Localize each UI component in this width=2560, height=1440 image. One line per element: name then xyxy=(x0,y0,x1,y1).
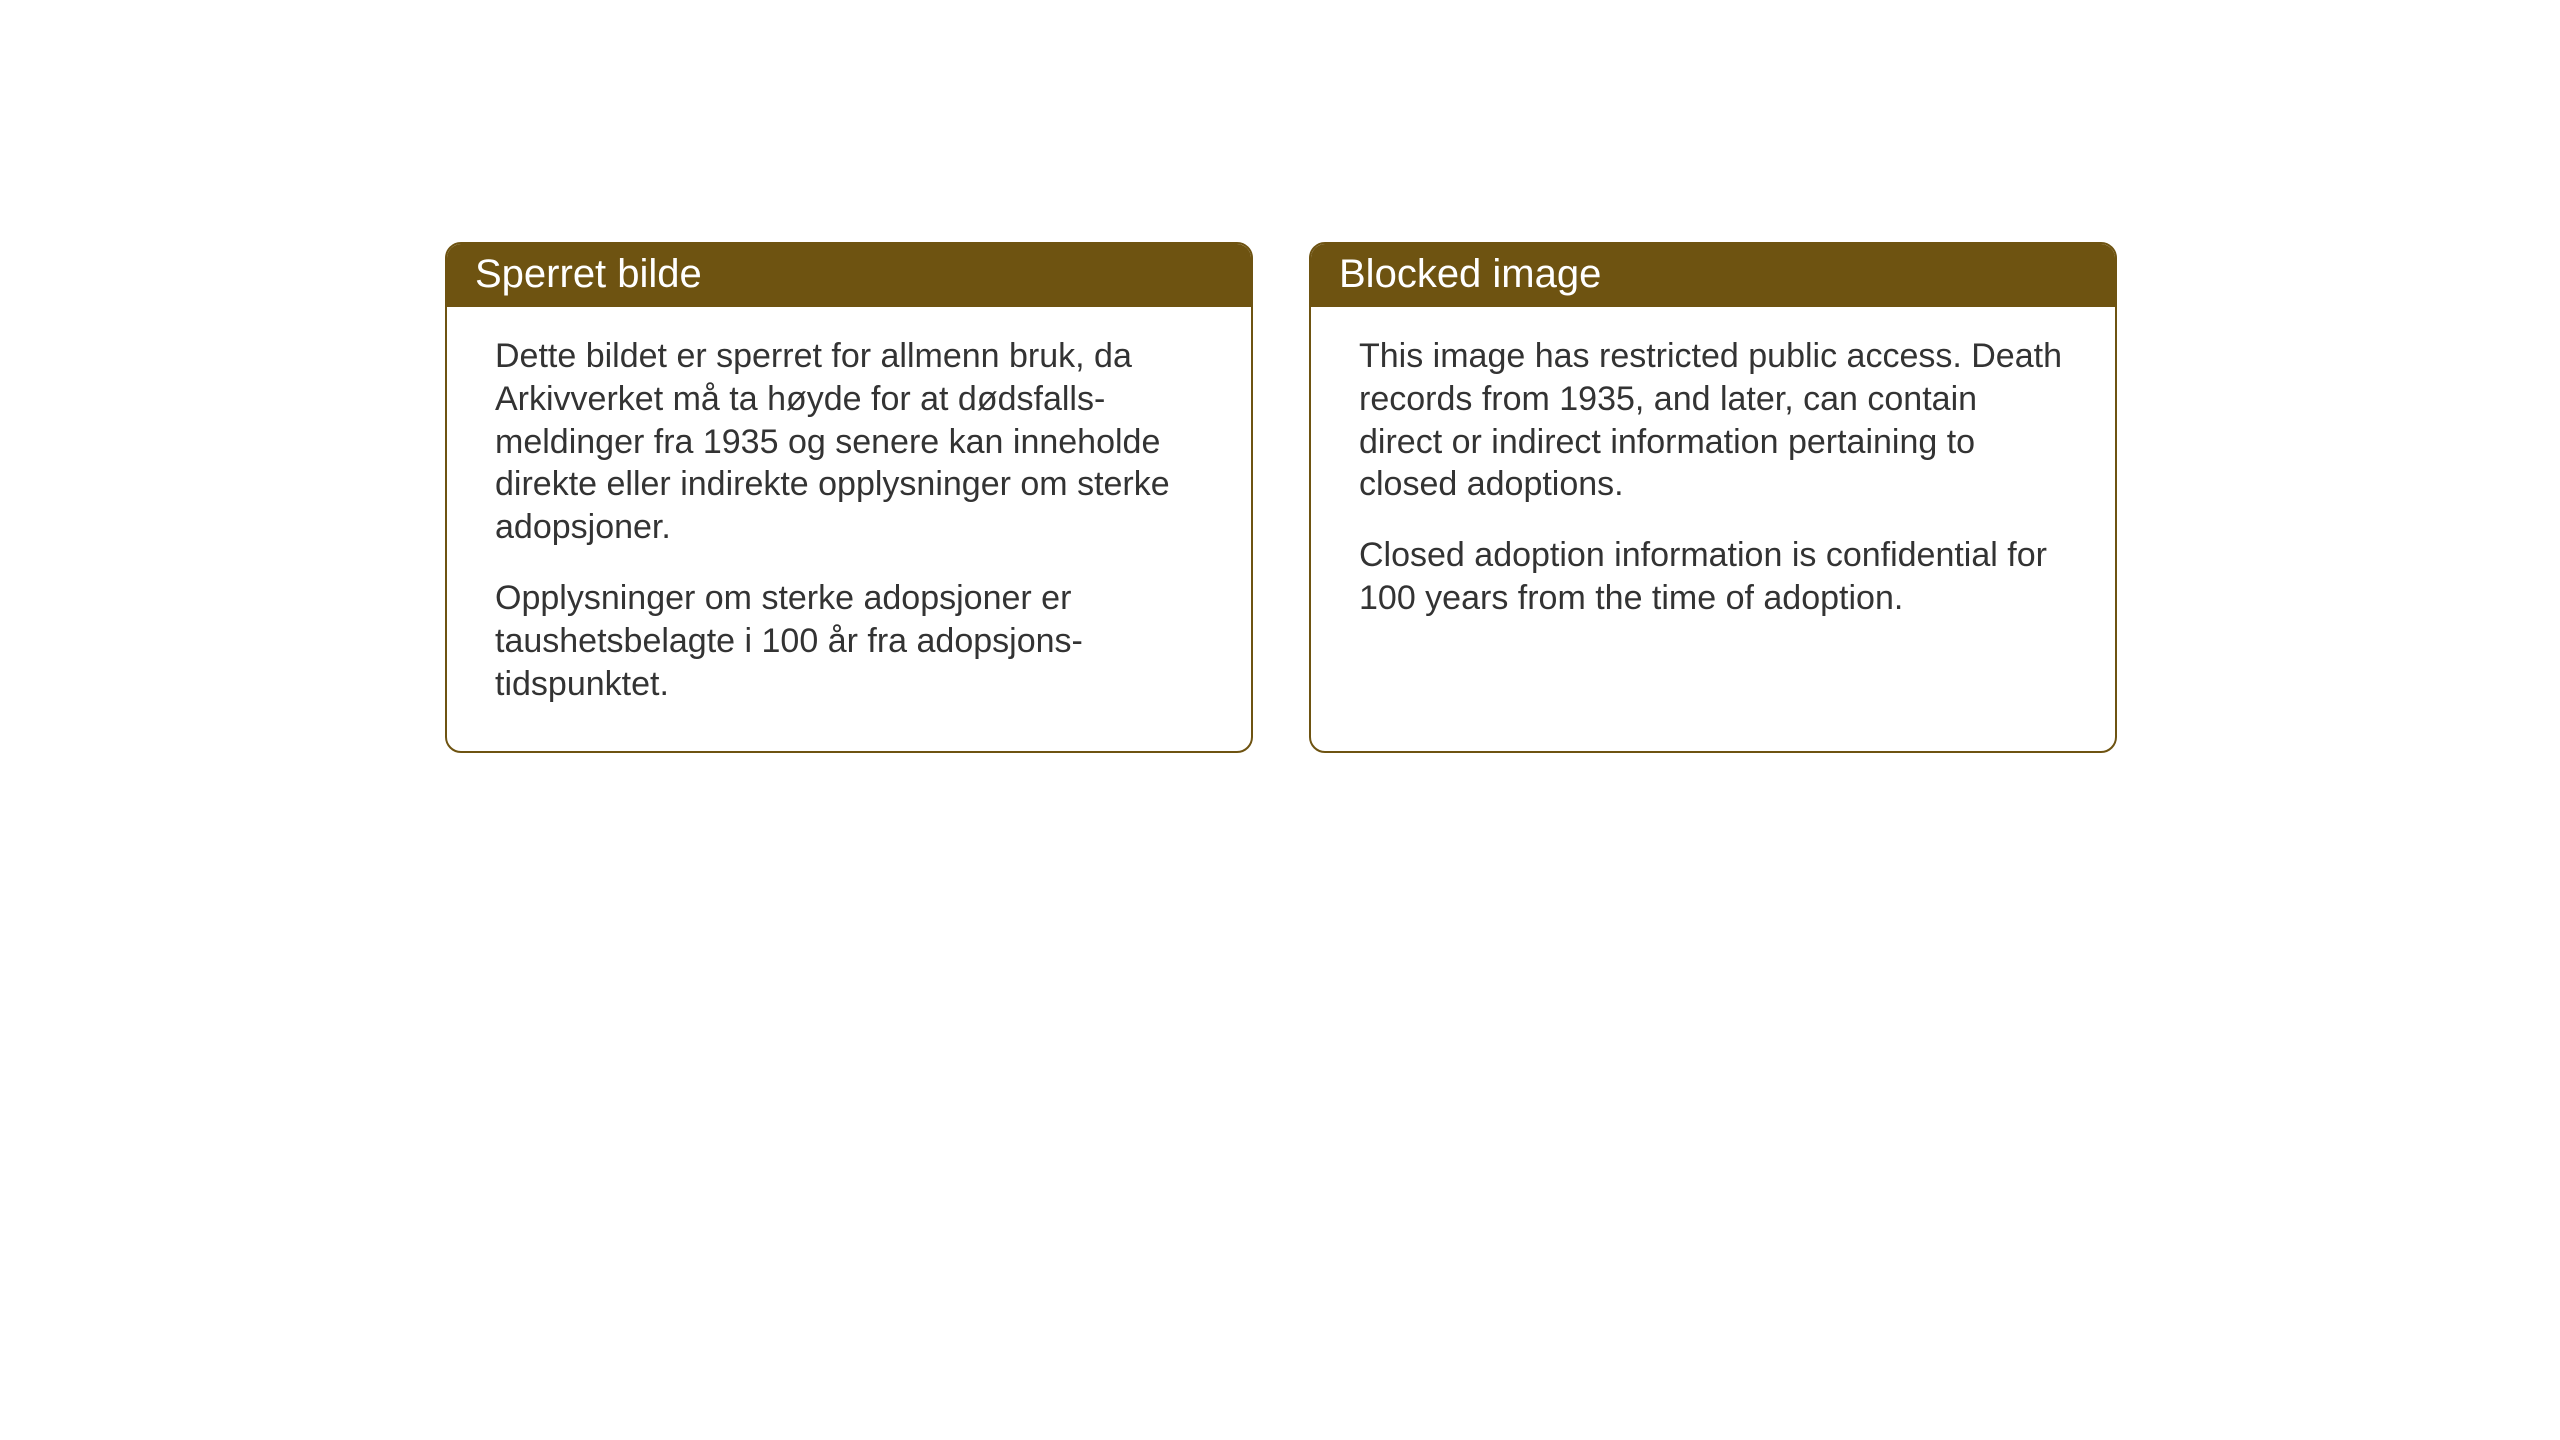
paragraph-2: Closed adoption information is confident… xyxy=(1359,534,2067,620)
card-header-english: Blocked image xyxy=(1311,244,2115,307)
card-title: Blocked image xyxy=(1339,252,1601,296)
card-body-norwegian: Dette bildet er sperret for allmenn bruk… xyxy=(447,307,1251,742)
paragraph-2: Opplysninger om sterke adopsjoner er tau… xyxy=(495,577,1203,705)
card-title: Sperret bilde xyxy=(475,252,702,296)
paragraph-1: Dette bildet er sperret for allmenn bruk… xyxy=(495,335,1203,549)
notice-card-english: Blocked image This image has restricted … xyxy=(1309,242,2117,753)
card-header-norwegian: Sperret bilde xyxy=(447,244,1251,307)
paragraph-1: This image has restricted public access.… xyxy=(1359,335,2067,506)
notice-card-norwegian: Sperret bilde Dette bildet er sperret fo… xyxy=(445,242,1253,753)
card-body-english: This image has restricted public access.… xyxy=(1311,307,2115,656)
notice-container: Sperret bilde Dette bildet er sperret fo… xyxy=(445,242,2117,753)
